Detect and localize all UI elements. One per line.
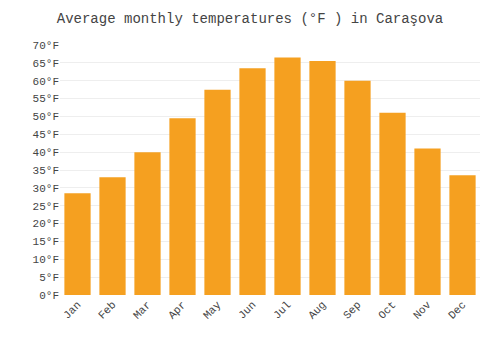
svg-text:30°F: 30°F (33, 183, 59, 195)
svg-text:35°F: 35°F (33, 165, 59, 177)
svg-text:Oct: Oct (376, 299, 398, 321)
svg-text:5°F: 5°F (39, 272, 59, 284)
svg-text:Feb: Feb (96, 299, 118, 321)
svg-text:40°F: 40°F (33, 147, 59, 159)
svg-text:Jan: Jan (61, 299, 83, 321)
svg-text:25°F: 25°F (33, 201, 59, 213)
svg-text:May: May (201, 299, 224, 322)
svg-text:55°F: 55°F (33, 93, 59, 105)
svg-text:20°F: 20°F (33, 218, 59, 230)
svg-text:Average monthly temperatures (: Average monthly temperatures (°F ) in Ca… (57, 11, 443, 27)
svg-text:70°F: 70°F (33, 40, 59, 52)
svg-text:65°F: 65°F (33, 58, 59, 70)
svg-text:Sep: Sep (341, 299, 363, 321)
svg-text:Mar: Mar (131, 299, 153, 321)
svg-text:Nov: Nov (411, 299, 434, 322)
svg-text:Jun: Jun (236, 299, 258, 321)
svg-text:15°F: 15°F (33, 236, 59, 248)
svg-text:Jul: Jul (271, 299, 293, 321)
svg-text:60°F: 60°F (33, 76, 59, 88)
svg-text:0°F: 0°F (39, 290, 59, 302)
svg-text:10°F: 10°F (33, 254, 59, 266)
svg-text:50°F: 50°F (33, 111, 59, 123)
svg-text:45°F: 45°F (33, 129, 59, 141)
svg-text:Apr: Apr (166, 299, 188, 321)
svg-text:Dec: Dec (446, 299, 468, 321)
svg-text:Aug: Aug (306, 299, 328, 321)
